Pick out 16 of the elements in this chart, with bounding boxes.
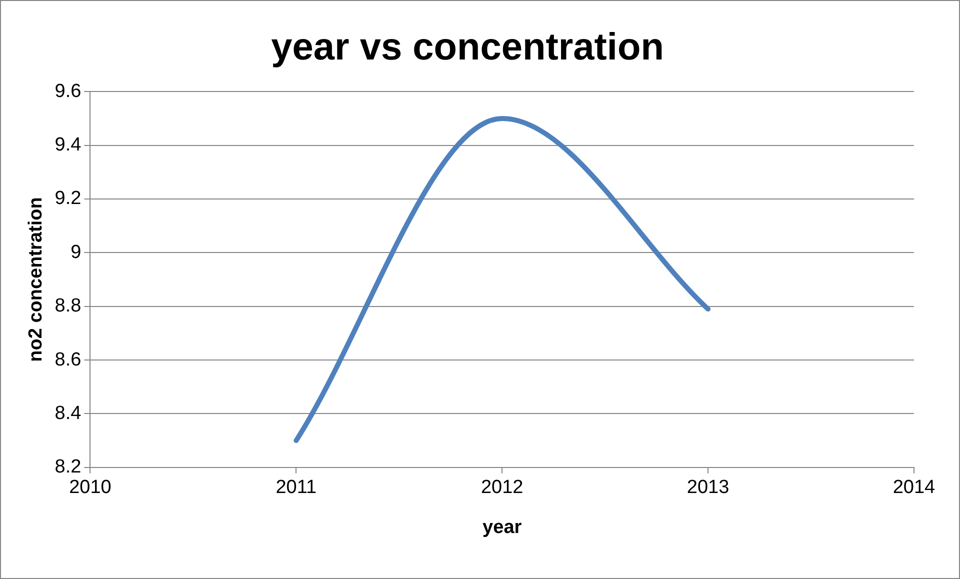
chart-title: year vs concentration bbox=[271, 26, 664, 68]
y-tick-label: 8.8 bbox=[54, 296, 82, 317]
x-tick-label: 2014 bbox=[892, 477, 936, 498]
y-tick-label: 8.4 bbox=[54, 402, 82, 424]
y-tick-label: 9.4 bbox=[54, 134, 82, 156]
x-tick-label: 2010 bbox=[69, 477, 112, 498]
y-tick-label: 9 bbox=[70, 242, 82, 263]
x-axis-title: year bbox=[482, 516, 522, 538]
y-tick-label: 8.6 bbox=[54, 349, 82, 370]
y-tick-label: 9.2 bbox=[54, 188, 82, 210]
x-tick-label: 2011 bbox=[276, 477, 317, 498]
y-tick-label: 9.6 bbox=[54, 80, 82, 102]
y-tick-label: 8.2 bbox=[54, 456, 82, 478]
y-axis-title: no2 concentration bbox=[26, 197, 47, 362]
x-tick-label: 2013 bbox=[686, 477, 730, 498]
x-tick-label: 2012 bbox=[480, 477, 524, 498]
